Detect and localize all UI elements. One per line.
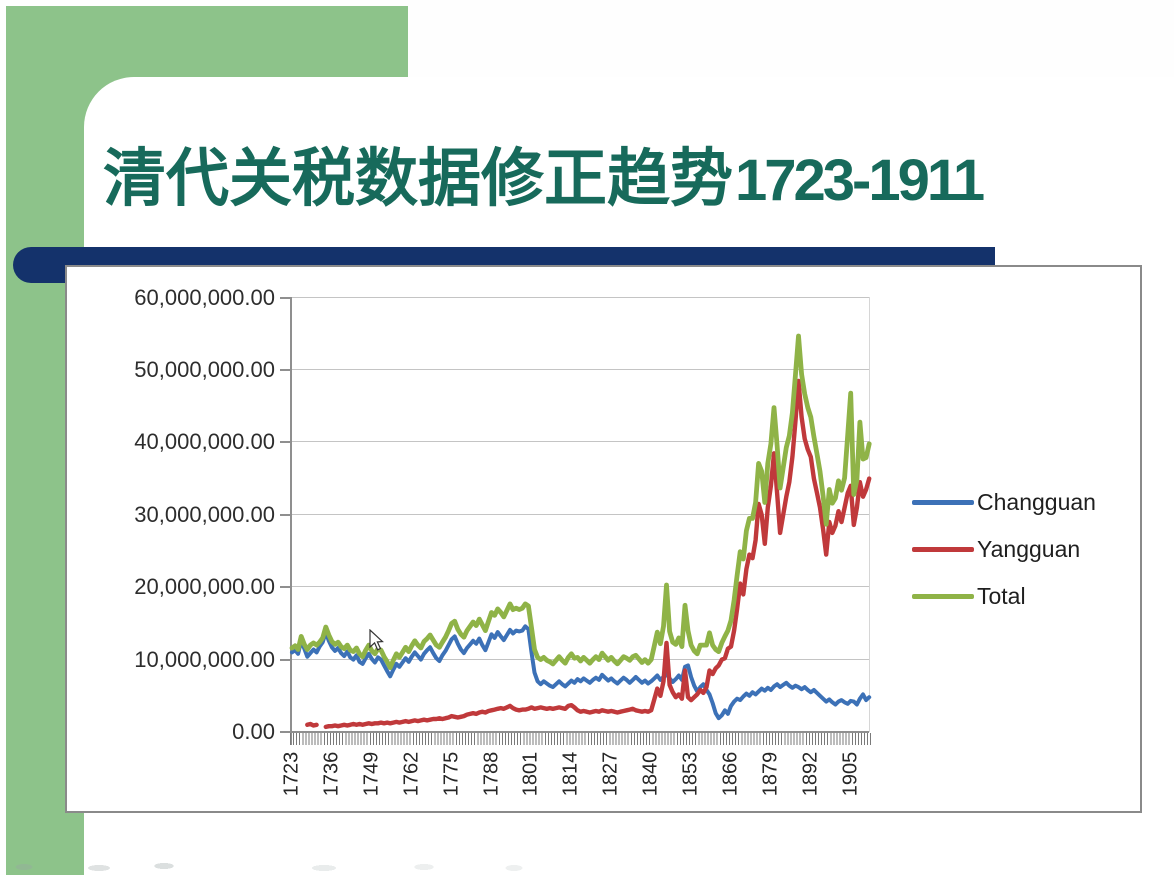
legend-label: Total — [977, 583, 1026, 609]
gridline-40m — [290, 441, 869, 443]
y-axis-label: 0.00 — [232, 719, 275, 744]
legend-item-total: Total — [912, 573, 1096, 620]
y-axis-label: 50,000,000.00 — [134, 357, 275, 382]
y-axis-tick — [280, 513, 290, 516]
y-axis-label: 20,000,000.00 — [134, 574, 275, 600]
y-axis-label: 60,000,000.00 — [134, 284, 275, 310]
chart-frame: 60,000,000.00 50,000,000.00 40,000,000.00 3… — [65, 265, 1142, 813]
line-chart-plot — [289, 333, 872, 730]
slide-title-years: 1723-1911 — [735, 148, 985, 213]
gridline-20m — [290, 586, 869, 588]
legend-item-changguan: Changguan — [912, 479, 1096, 526]
y-axis-tick — [280, 731, 290, 733]
legend-label: Yangguan — [977, 536, 1081, 562]
series-line-yangguan — [305, 378, 872, 730]
mouse-cursor-icon — [369, 629, 384, 651]
slide-title-chinese: 清代关税数据修正趋势 — [103, 144, 733, 214]
chart-legend: Changguan Yangguan Total — [912, 479, 1096, 620]
y-axis-label: 30,000,000.00 — [134, 501, 275, 527]
y-axis-label: 40,000,000.00 — [134, 429, 275, 455]
series-line-total — [289, 333, 872, 670]
y-axis-tick — [280, 369, 290, 371]
y-axis-line — [290, 297, 292, 745]
legend-line-icon — [912, 594, 974, 599]
gridline-60m — [290, 296, 869, 298]
y-axis-label: 10,000,000.00 — [134, 646, 275, 672]
y-axis-tick — [280, 441, 290, 444]
x-axis-tick-comb — [290, 733, 871, 745]
legend-line-icon — [912, 547, 974, 552]
gridline-30m — [290, 513, 869, 515]
y-axis-tick — [280, 586, 290, 589]
legend-line-icon — [912, 500, 974, 505]
legend-label: Changguan — [977, 489, 1096, 515]
watermark-smudge — [4, 859, 554, 875]
series-line-changguan — [290, 624, 872, 721]
plot-right-edge — [869, 297, 870, 732]
slide-title: 清代关税数据修正趋势 1723-1911 — [103, 128, 985, 224]
gridline-50m — [290, 369, 869, 370]
gridline-0m — [290, 731, 869, 733]
legend-item-yangguan: Yangguan — [912, 526, 1096, 573]
y-axis-tick — [280, 658, 290, 661]
y-axis-tick — [280, 296, 290, 299]
